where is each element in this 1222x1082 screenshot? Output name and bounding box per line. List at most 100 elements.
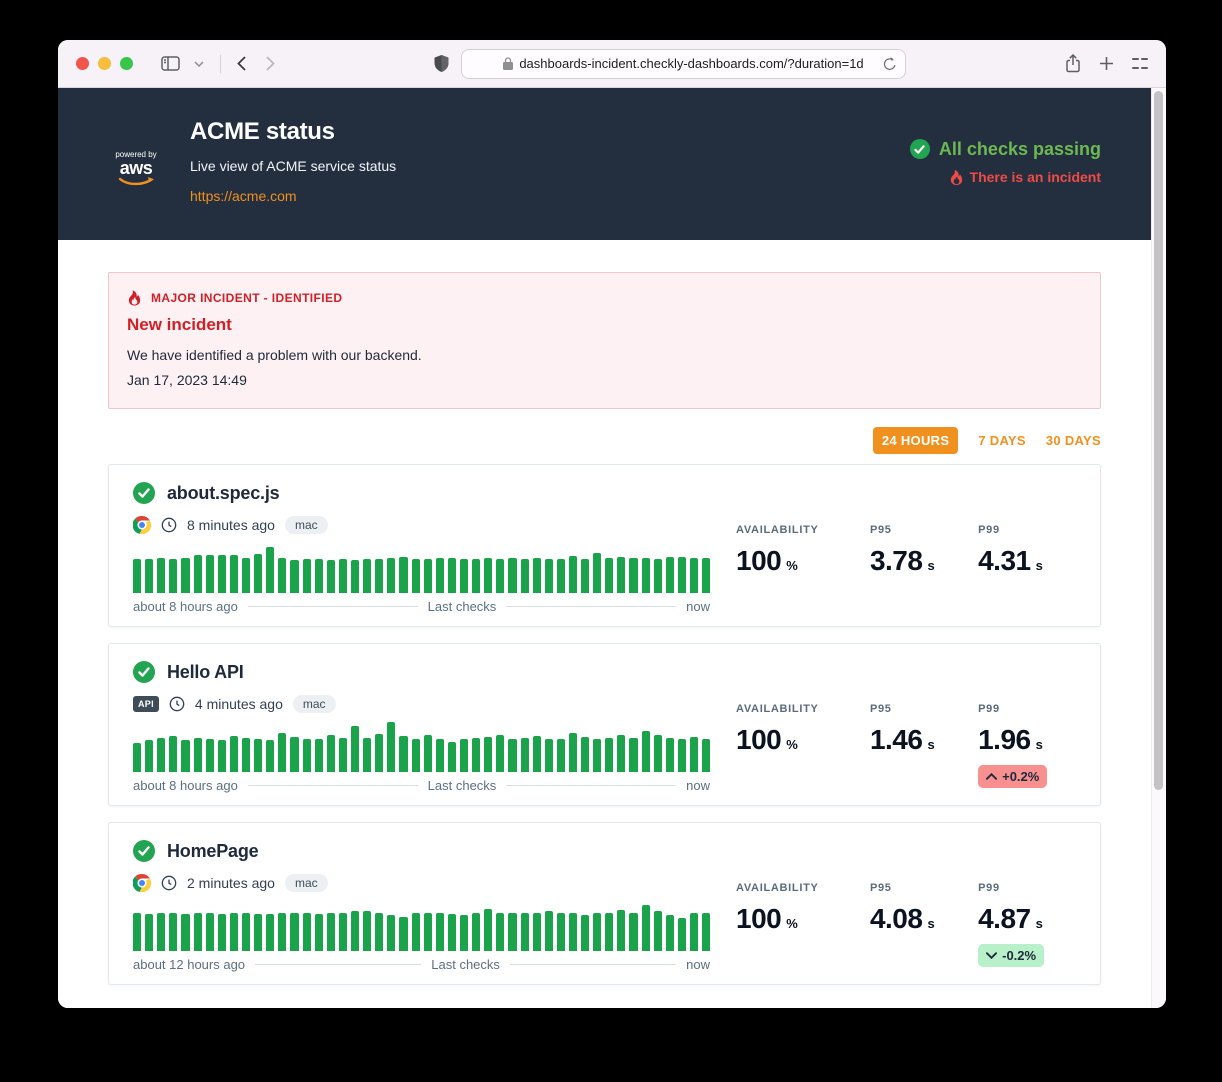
availability-label: AVAILABILITY [736,703,870,715]
p99-unit: s [1036,916,1043,931]
check-result-bar [278,733,286,772]
url-text: dashboards-incident.checkly-dashboards.c… [519,56,863,71]
check-result-bar [436,739,444,772]
shield-icon[interactable] [434,55,449,73]
check-result-bar [145,740,153,772]
zoom-window-button[interactable] [120,57,133,70]
check-result-bar [521,559,529,593]
check-result-bar [254,554,262,593]
check-result-bar [412,913,420,951]
axis-line [248,785,418,786]
check-result-bar [436,913,444,951]
check-result-bar [399,557,407,593]
check-passing-icon [133,661,155,683]
check-passing-icon [133,482,155,504]
check-result-bar [230,736,238,772]
flame-icon [949,169,964,186]
scrollbar-track[interactable] [1151,88,1166,1008]
check-result-bar [617,910,625,951]
check-result-bar [666,738,674,772]
check-result-bar [242,558,250,593]
range-button-30-days[interactable]: 30 DAYS [1046,433,1101,448]
tag-badge: mac [285,516,328,534]
check-result-bar [157,738,165,772]
axis-line [506,606,676,607]
check-result-bar [169,736,177,772]
check-result-bar [460,915,468,951]
trend-value: +0.2% [1002,769,1039,784]
incident-message: We have identified a problem with our ba… [127,347,1082,363]
check-result-bar [545,911,553,951]
p99-label: P99 [978,524,1076,536]
check-result-bar [194,913,202,951]
check-result-bar [460,559,468,593]
check-card-homepage[interactable]: HomePage [108,822,1101,985]
check-result-bar [533,913,541,951]
p95-unit: s [927,916,934,931]
flame-icon [127,290,142,306]
chart-axis: about 12 hours ago Last checks now [133,957,710,972]
forward-button[interactable] [266,56,275,71]
check-result-bar [593,739,601,772]
back-button[interactable] [237,56,246,71]
check-result-bar [678,918,686,951]
trend-badge-up: +0.2% [978,765,1047,788]
address-bar[interactable]: dashboards-incident.checkly-dashboards.c… [461,49,906,79]
clock-icon [161,517,177,533]
check-result-bar [690,737,698,772]
availability-value: 100 [736,545,781,577]
minimize-window-button[interactable] [98,57,111,70]
tab-overview-icon[interactable] [1132,56,1148,72]
status-incident[interactable]: There is an incident [949,169,1101,186]
check-results-chart [133,903,710,951]
reload-icon[interactable] [883,57,897,71]
check-result-bar [642,731,650,772]
check-result-bar [278,913,286,951]
p95-label: P95 [870,882,978,894]
share-icon[interactable] [1065,54,1081,73]
p99-unit: s [1036,737,1043,752]
check-result-bar [315,914,323,951]
check-card-about-spec-js[interactable]: about.spec.js [108,464,1101,627]
check-result-bar [387,915,395,951]
chevron-down-icon[interactable] [194,61,204,67]
check-result-bar [290,560,298,593]
check-result-bar [181,558,189,593]
availability-unit: % [786,737,798,752]
check-result-bar [327,735,335,772]
check-result-bar [702,913,710,951]
check-result-bar [399,917,407,951]
check-metrics: AVAILABILITY 100% P95 3.78s P99 4.31s [736,482,1076,614]
chrome-icon [133,874,151,892]
check-result-bar [181,914,189,951]
check-result-bar [448,558,456,593]
close-window-button[interactable] [76,57,89,70]
axis-line [510,964,676,965]
check-result-bar [690,913,698,951]
check-result-bar [327,560,335,593]
check-result-bar [145,914,153,951]
check-result-bar [545,739,553,772]
tag-badge: mac [285,874,328,892]
range-button-7-days[interactable]: 7 DAYS [978,433,1026,448]
axis-end-label: now [686,778,710,793]
sidebar-icon[interactable] [161,56,180,71]
check-result-bar [266,914,274,951]
scrollbar-thumb[interactable] [1154,91,1163,790]
availability-unit: % [786,558,798,573]
check-card-hello-api[interactable]: Hello API API 4 minutes ago mac [108,643,1101,806]
check-result-bar [133,559,141,593]
axis-line [248,606,418,607]
check-result-bar [266,547,274,593]
status-incident-label: There is an incident [970,169,1101,185]
check-result-bar [412,559,420,593]
check-result-bar [702,739,710,772]
new-tab-icon[interactable] [1099,56,1114,71]
check-result-bar [242,738,250,772]
check-result-bar [508,913,516,951]
range-button-24-hours[interactable]: 24 HOURS [873,427,958,454]
check-result-bar [617,735,625,772]
site-link[interactable]: https://acme.com [190,188,297,204]
check-result-bar [629,558,637,593]
check-metrics: AVAILABILITY 100% P95 1.46s P99 1.96s [736,661,1076,793]
